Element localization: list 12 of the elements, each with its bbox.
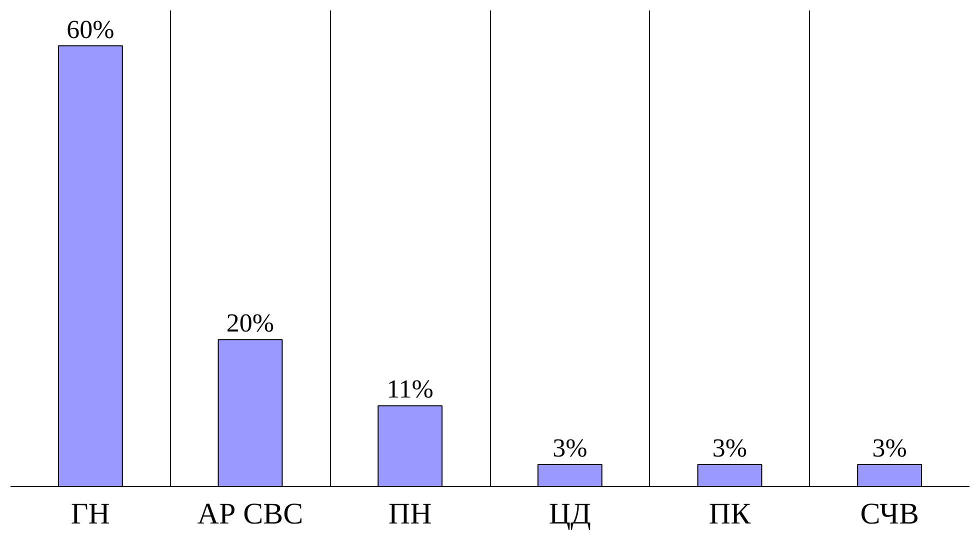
x-tick-label: ПК	[708, 498, 752, 530]
data-label: 60%	[66, 14, 114, 44]
x-tick-label: ПН	[388, 498, 432, 530]
x-tick-label: ЦД	[548, 498, 591, 530]
x-tick-label: СЧВ	[860, 498, 919, 530]
x-tick-label: ГН	[70, 498, 110, 530]
data-label: 11%	[386, 374, 434, 404]
data-label: 3%	[552, 433, 588, 462]
data-label: 3%	[712, 433, 748, 462]
data-label: 3%	[872, 433, 907, 462]
data-label: 20%	[226, 308, 274, 338]
x-tick-label: АР СВС	[197, 498, 304, 530]
